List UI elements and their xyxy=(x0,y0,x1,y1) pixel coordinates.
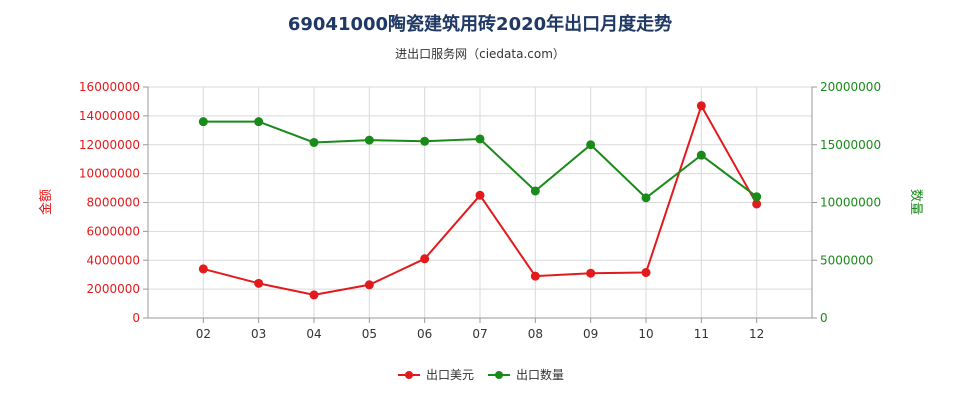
quantity-data-point xyxy=(364,135,374,145)
left-axis-label: 金额 xyxy=(38,189,54,215)
amount-data-point xyxy=(641,268,651,278)
left-tick-label: 14000000 xyxy=(79,109,140,123)
x-tick-label: 10 xyxy=(638,327,653,341)
quantity-data-point xyxy=(586,140,596,150)
left-tick-label: 0 xyxy=(132,311,140,325)
quantity-data-point xyxy=(420,136,430,146)
right-tick-label: 20000000 xyxy=(820,80,881,94)
series-lines xyxy=(198,101,762,300)
amount-data-point xyxy=(586,268,596,278)
x-tick-label: 08 xyxy=(528,327,543,341)
amount-data-point xyxy=(309,290,319,300)
legend: 出口美元 出口数量 xyxy=(398,367,564,382)
legend-marker xyxy=(405,371,413,379)
x-tick-label: 06 xyxy=(417,327,432,341)
quantity-data-point xyxy=(475,134,485,144)
x-tick-label: 05 xyxy=(362,327,377,341)
quantity-data-point xyxy=(752,192,762,202)
left-tick-label: 4000000 xyxy=(87,253,140,267)
chart-subtitle: 进出口服务网（ciedata.com） xyxy=(395,47,565,61)
x-tick-label: 09 xyxy=(583,327,598,341)
left-tick-label: 2000000 xyxy=(87,282,140,296)
x-tick-label: 12 xyxy=(749,327,764,341)
quantity-data-point xyxy=(696,150,706,160)
right-tick-label: 15000000 xyxy=(820,138,881,152)
amount-data-point xyxy=(198,264,208,274)
quantity-data-point xyxy=(254,117,264,127)
left-tick-label: 16000000 xyxy=(79,80,140,94)
left-tick-label: 12000000 xyxy=(79,138,140,152)
amount-data-point xyxy=(752,199,762,209)
amount-data-point xyxy=(475,190,485,200)
chart-title: 69041000陶瓷建筑用砖2020年出口月度走势 xyxy=(287,14,673,35)
right-tick-label: 5000000 xyxy=(820,253,873,267)
quantity-data-point xyxy=(641,193,651,203)
legend-label: 出口美元 xyxy=(426,368,474,382)
left-tick-label: 6000000 xyxy=(87,224,140,238)
right-tick-label: 10000000 xyxy=(820,196,881,210)
amount-data-point xyxy=(364,280,374,290)
amount-data-point xyxy=(254,278,264,288)
left-tick-label: 10000000 xyxy=(79,167,140,181)
right-axis-label: 数量 xyxy=(908,189,923,215)
x-tick-label: 04 xyxy=(306,327,321,341)
amount-data-point xyxy=(420,254,430,264)
axes: 0200000040000006000000800000010000000120… xyxy=(79,80,881,341)
amount-data-point xyxy=(530,271,540,281)
x-tick-label: 03 xyxy=(251,327,266,341)
x-tick-label: 11 xyxy=(694,327,709,341)
amount-data-point xyxy=(696,101,706,111)
legend-marker xyxy=(495,371,503,379)
quantity-data-point xyxy=(309,137,319,147)
x-tick-label: 02 xyxy=(196,327,211,341)
right-tick-label: 0 xyxy=(820,311,828,325)
quantity-data-point xyxy=(198,117,208,127)
x-tick-label: 07 xyxy=(472,327,487,341)
left-tick-label: 8000000 xyxy=(87,196,140,210)
legend-label: 出口数量 xyxy=(516,367,564,382)
quantity-data-point xyxy=(530,186,540,196)
